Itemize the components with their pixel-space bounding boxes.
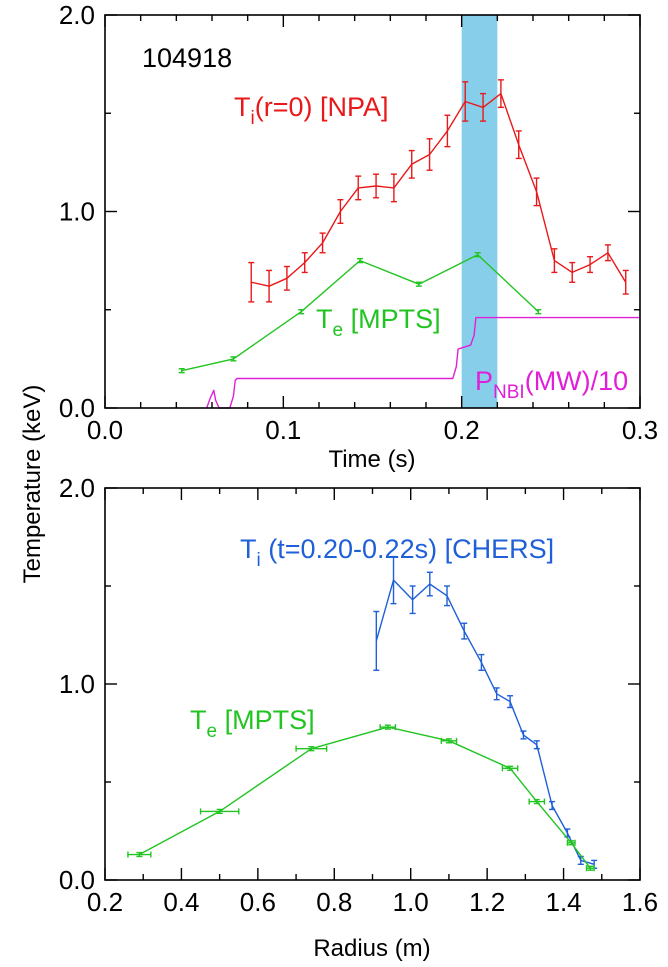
- error-bar-0-1-5: [474, 252, 481, 258]
- label-te-mpts-bottom: Te [MPTS]: [190, 705, 315, 742]
- x-tick-label: 0.4: [163, 887, 199, 917]
- shot-number-label: 104918: [142, 43, 232, 73]
- error-bar-1-1-5: [501, 765, 519, 772]
- error-bar-0-0-8: [390, 173, 397, 203]
- panel-time: 0.0 0.1 0.2 0.3 0.0 1.0 2.0 104918 Time (s) Ti…: [59, 0, 658, 473]
- x-tick-label: 0.8: [316, 887, 352, 917]
- error-bar-0-0-2: [283, 265, 290, 291]
- shaded-band-layer: [461, 15, 498, 408]
- x-tick-label: 0.1: [265, 415, 301, 445]
- label-ti-chers: Ti (t=0.20-0.22s) [CHERS]: [240, 534, 554, 571]
- error-bar-1-1-7: [566, 839, 576, 846]
- y-axis-title: Temperature (keV): [19, 385, 46, 584]
- error-bar-1-0-11: [549, 800, 556, 811]
- x-tick-label: 1.6: [622, 887, 658, 917]
- error-bar-1-0-9: [520, 730, 527, 740]
- x-tick-label: 1.4: [545, 887, 581, 917]
- y-tick-label: 2.0: [59, 0, 95, 30]
- x-tick-label: 0.0: [87, 415, 123, 445]
- y-tick-label: 2.0: [59, 473, 95, 503]
- x-tick-label: 0.2: [444, 415, 480, 445]
- error-bar-0-0-13: [480, 92, 487, 122]
- error-bar-0-0-12: [462, 81, 469, 122]
- error-bar-0-0-9: [408, 149, 415, 179]
- x-tick-label: 0.3: [622, 415, 658, 445]
- error-bar-1-0-4: [444, 585, 451, 607]
- error-bar-0-0-19: [587, 255, 594, 274]
- error-bar-1-1-3: [379, 724, 397, 731]
- label-te-mpts-top: Te [MPTS]: [316, 304, 441, 341]
- error-bar-0-0-17: [551, 248, 558, 274]
- error-bar-1-0-7: [493, 687, 500, 701]
- error-bar-1-1-1: [199, 808, 240, 815]
- error-bar-0-0-1: [266, 269, 273, 303]
- y-tick-label: 1.0: [59, 669, 95, 699]
- error-bar-0-0-6: [355, 175, 362, 201]
- x-axis-title-radius: Radius (m): [313, 935, 430, 962]
- error-bar-0-0-15: [515, 130, 522, 160]
- plot-frame: [104, 14, 641, 409]
- error-bar-0-1-0: [178, 368, 185, 374]
- label-pnbi: PNBI(MW)/10: [475, 366, 628, 403]
- error-bar-1-0-2: [409, 585, 416, 615]
- error-bar-0-0-16: [533, 177, 540, 207]
- error-bar-1-0-6: [478, 653, 485, 671]
- error-bar-0-0-5: [337, 199, 344, 224]
- x-axis-title-time: Time (s): [328, 446, 415, 473]
- axis-frame-top: [104, 14, 641, 409]
- error-bar-1-0-8: [507, 695, 514, 709]
- error-bar-1-0-5: [461, 622, 468, 640]
- axis-frame-bottom: [104, 487, 641, 881]
- error-bar-1-0-0: [373, 610, 380, 671]
- error-bar-1-1-4: [440, 737, 458, 744]
- y-tick-label: 0.0: [59, 393, 95, 423]
- error-bar-1-1-0: [127, 851, 152, 858]
- y-tick-label: 0.0: [59, 865, 95, 895]
- error-bar-0-0-20: [604, 244, 611, 262]
- error-bar-0-0-7: [373, 173, 380, 199]
- series-line-1-1: [139, 726, 591, 869]
- series-layer-bottom: [127, 555, 598, 872]
- error-bar-1-0-1: [390, 555, 397, 605]
- tick-labels-top: 0.0 0.1 0.2 0.3 0.0 1.0 2.0: [59, 0, 658, 445]
- series-line-0-2: [206, 316, 640, 409]
- error-bar-0-1-1: [230, 356, 237, 362]
- error-bar-1-0-10: [533, 740, 540, 750]
- panel-radius: 0.2 0.4 0.6 0.8 1.0 1.2 1.4 1.6 0.0 1.0 2.0 Radius…: [59, 473, 658, 962]
- shaded-time-window: [461, 15, 498, 408]
- y-tick-label: 1.0: [59, 197, 95, 227]
- error-bar-0-0-21: [622, 269, 629, 295]
- x-tick-label: 0.2: [87, 887, 123, 917]
- x-tick-label: 1.0: [393, 887, 429, 917]
- error-bar-1-1-2: [295, 745, 328, 752]
- error-bar-0-1-2: [298, 309, 305, 315]
- error-bar-0-0-18: [569, 261, 576, 283]
- error-bar-0-0-14: [497, 79, 504, 109]
- error-bar-0-0-4: [319, 232, 326, 254]
- x-tick-label: 1.2: [469, 887, 505, 917]
- series-layer-top: [178, 79, 640, 409]
- error-bar-1-0-3: [426, 571, 433, 597]
- error-bar-0-0-10: [426, 138, 433, 171]
- series-line-0-0: [251, 92, 627, 287]
- error-bar-0-1-3: [357, 257, 364, 264]
- label-ti-npa: Ti(r=0) [NPA]: [234, 92, 389, 129]
- error-bar-0-1-4: [415, 281, 422, 287]
- error-bar-0-0-3: [301, 252, 308, 274]
- error-bar-1-1-6: [528, 798, 546, 805]
- x-tick-label: 0.6: [240, 887, 276, 917]
- series-line-1-0: [375, 579, 595, 865]
- error-bar-0-0-0: [248, 261, 255, 303]
- tick-labels-bottom: 0.2 0.4 0.6 0.8 1.0 1.2 1.4 1.6 0.0 1.0 2.0: [59, 473, 658, 917]
- error-bar-1-1-8: [585, 865, 595, 872]
- error-bar-0-0-11: [444, 114, 451, 148]
- error-bar-0-1-6: [535, 309, 542, 315]
